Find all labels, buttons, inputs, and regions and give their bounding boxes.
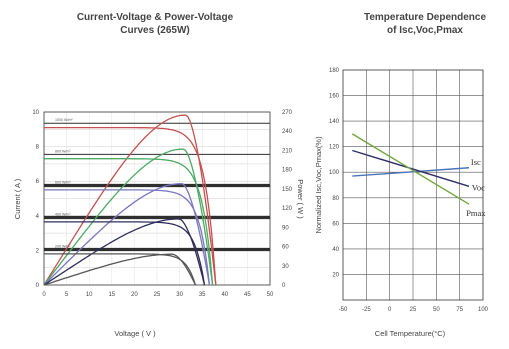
temp-series-label: Isc (471, 157, 481, 167)
temp-y-tick-label: 40 (332, 247, 339, 253)
temp-x-tick-label: -50 (339, 307, 348, 313)
iv-x-tick-label: 40 (221, 292, 228, 298)
temp-series-labels: Isc Voc Pmax (466, 157, 486, 218)
irradiance-label: 1000 W/m² (55, 118, 73, 122)
iv-curve (44, 221, 206, 286)
temp-x-tick-label: 25 (410, 307, 417, 313)
temp-y-axis-label: Normalized Isc,Voc,Pmax(%) (314, 136, 323, 234)
iv-x-tick-label: 45 (244, 292, 251, 298)
pv-curve (43, 114, 217, 286)
temp-y-tick-label: 180 (329, 68, 340, 74)
temp-y-tick-label: 100 (329, 170, 340, 176)
temp-chart-title-line1: Temperature Dependence (364, 12, 487, 23)
iv-x-tick-label: 0 (42, 292, 46, 298)
temp-series-label: Voc (472, 183, 485, 193)
iv-curve (44, 253, 197, 286)
iv-y2-tick-label: 30 (282, 264, 289, 270)
iv-y2-tick-label: 150 (282, 187, 293, 193)
iv-y-ticks: 0 2 4 6 8 10 (32, 110, 39, 289)
iv-y-tick-label: 8 (36, 145, 40, 151)
iv-y-tick-label: 0 (36, 283, 40, 289)
temp-plot-frame (342, 69, 484, 301)
temp-x-tick-label: -25 (362, 307, 371, 313)
iv-irradiance-labels: 1000 W/m² 800 W/m² 600 W/m² 400 W/m² 200 W/m… (55, 118, 73, 248)
iv-x-axis-label: Voltage ( V ) (114, 329, 156, 338)
temp-y-ticks: 20 40 60 80 100 120 140 160 180 (329, 68, 340, 278)
temp-series-line (351, 133, 470, 205)
irradiance-label: 200 W/m² (55, 245, 71, 249)
temp-x-tick-label: 100 (478, 307, 489, 313)
temp-series-line (352, 167, 470, 177)
iv-y2-tick-label: 270 (282, 110, 293, 116)
pv-curve (43, 148, 214, 286)
iv-curve (43, 189, 211, 286)
iv-curve (44, 158, 214, 286)
iv-x-tick-label: 50 (267, 292, 274, 298)
iv-y-tick-label: 4 (36, 214, 40, 220)
irradiance-label: 600 W/m² (55, 181, 71, 185)
temp-gridlines (343, 70, 483, 300)
pv-curve (43, 218, 206, 286)
iv-y2-tick-label: 0 (282, 283, 286, 289)
iv-x-tick-label: 10 (86, 292, 93, 298)
iv-y2-tick-label: 120 (282, 206, 293, 212)
iv-curves (43, 114, 217, 286)
temp-x-tick-label: 75 (456, 307, 463, 313)
temperature-chart: Temperature Dependence of Isc,Voc,Pmax I… (314, 12, 489, 338)
iv-pv-chart: Current-Voltage & Power-Voltage Curves (… (13, 12, 305, 338)
temp-x-axis-label: Cell Temperature(°C) (375, 329, 446, 338)
iv-plot-frame (43, 111, 271, 286)
temp-y-tick-label: 140 (329, 119, 340, 125)
temp-x-ticks: -50 -25 0 25 50 75 100 (339, 307, 489, 313)
iv-y2-tick-label: 180 (282, 168, 293, 174)
temp-y-tick-label: 20 (332, 272, 339, 278)
iv-x-tick-label: 20 (131, 292, 138, 298)
iv-y2-tick-label: 210 (282, 148, 293, 154)
iv-y2-ticks: 0 30 60 90 120 150 180 210 240 270 (282, 110, 293, 289)
iv-x-ticks: 0 5 10 15 20 25 30 35 40 45 50 (42, 292, 274, 298)
pv-curve (43, 253, 196, 286)
temp-x-tick-label: 50 (433, 307, 440, 313)
iv-chart-title-line1: Current-Voltage & Power-Voltage (77, 12, 234, 23)
iv-x-tick-label: 15 (108, 292, 115, 298)
iv-y-axis-label: Current ( A ) (13, 178, 22, 219)
temp-chart-title-line2: of Isc,Voc,Pmax (387, 25, 463, 36)
iv-gridlines (44, 112, 270, 285)
iv-y-tick-label: 2 (36, 248, 40, 254)
iv-y-tick-label: 10 (32, 110, 39, 116)
iv-chart-title-line2: Curves (265W) (120, 25, 189, 36)
temp-series-label: Pmax (466, 208, 486, 218)
temp-y-tick-label: 120 (329, 145, 340, 151)
irradiance-label: 400 W/m² (55, 213, 71, 217)
iv-y-tick-label: 6 (36, 179, 40, 185)
temp-x-tick-label: 0 (388, 307, 392, 313)
temp-y-tick-label: 60 (332, 221, 339, 227)
iv-x-tick-label: 30 (176, 292, 183, 298)
iv-y2-axis-label: Power ( W ) (296, 179, 305, 219)
iv-x-tick-label: 25 (154, 292, 161, 298)
pv-curve (43, 183, 211, 286)
iv-x-tick-label: 5 (65, 292, 69, 298)
temp-y-tick-label: 160 (329, 94, 340, 100)
irradiance-label: 800 W/m² (55, 149, 71, 153)
iv-y2-tick-label: 240 (282, 129, 293, 135)
temp-lines (351, 133, 470, 205)
iv-y2-tick-label: 60 (282, 245, 289, 251)
iv-y2-tick-label: 90 (282, 225, 289, 231)
temp-y-tick-label: 80 (332, 196, 339, 202)
iv-curve (44, 126, 217, 286)
iv-x-tick-label: 35 (199, 292, 206, 298)
